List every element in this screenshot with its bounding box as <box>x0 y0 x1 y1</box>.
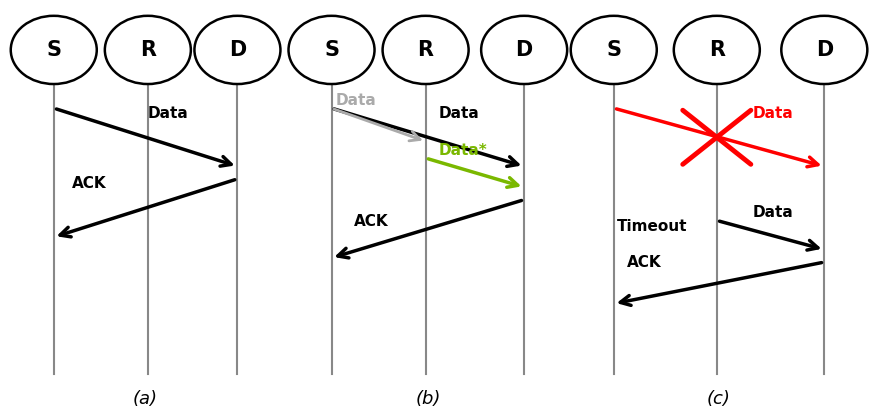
Ellipse shape <box>11 16 97 84</box>
Text: S: S <box>47 40 61 60</box>
Text: Data: Data <box>753 206 793 220</box>
Ellipse shape <box>781 16 867 84</box>
Text: ACK: ACK <box>627 255 662 270</box>
Text: D: D <box>228 40 246 60</box>
Text: Data: Data <box>753 106 793 121</box>
Text: (c): (c) <box>707 390 731 409</box>
Text: Data: Data <box>148 106 188 121</box>
Text: D: D <box>815 40 833 60</box>
Text: (a): (a) <box>134 390 158 409</box>
Ellipse shape <box>383 16 469 84</box>
Text: Timeout: Timeout <box>616 219 687 234</box>
Ellipse shape <box>289 16 375 84</box>
Text: S: S <box>607 40 621 60</box>
Ellipse shape <box>194 16 280 84</box>
Text: Data: Data <box>336 93 376 108</box>
Text: R: R <box>709 40 725 60</box>
Text: Data: Data <box>439 106 479 121</box>
Text: R: R <box>140 40 156 60</box>
Ellipse shape <box>105 16 191 84</box>
Text: D: D <box>515 40 533 60</box>
Text: Data*: Data* <box>439 143 487 158</box>
Text: S: S <box>324 40 339 60</box>
Text: ACK: ACK <box>72 176 107 191</box>
Text: R: R <box>418 40 434 60</box>
Text: (b): (b) <box>415 390 441 409</box>
Text: ACK: ACK <box>354 214 389 229</box>
Ellipse shape <box>481 16 567 84</box>
Ellipse shape <box>571 16 657 84</box>
Ellipse shape <box>674 16 760 84</box>
